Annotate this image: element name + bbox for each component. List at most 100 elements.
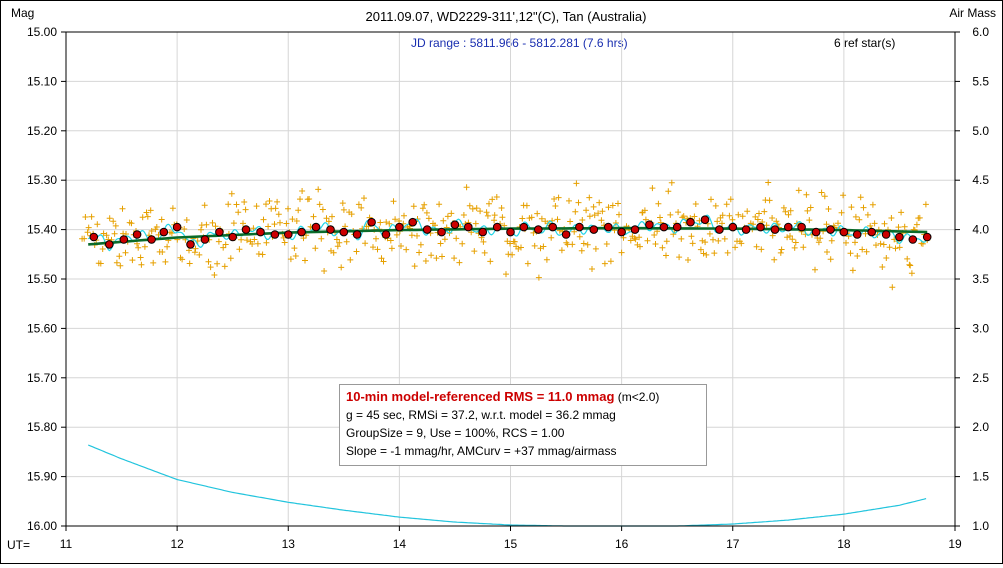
scatter-point: [795, 187, 802, 194]
scatter-point: [422, 258, 429, 264]
rms-title: 10-min model-referenced RMS = 11.0 mmag: [346, 389, 615, 404]
scatter-point: [421, 201, 428, 208]
scatter-point: [852, 213, 859, 220]
scatter-point: [291, 245, 298, 252]
scatter-point: [181, 226, 188, 232]
group-mean-point: [715, 225, 724, 234]
scatter-point: [293, 218, 300, 224]
chart-title: 2011.09.07, WD2229-311',12"(C), Tan (Aus…: [366, 9, 647, 24]
scatter-point: [724, 249, 731, 256]
scatter-point: [800, 244, 807, 251]
x-ticks: 11 12 13 14 15 16 17 18 19: [60, 526, 962, 551]
scatter-point: [702, 239, 709, 246]
jd-range: JD range : 5811.966 - 5812.281 (7.6 hrs): [411, 36, 628, 50]
scatter-point: [849, 267, 856, 274]
scatter-point: [168, 230, 175, 237]
scatter-point: [318, 235, 325, 242]
scatter-point: [652, 241, 659, 247]
scatter-point: [627, 237, 634, 244]
group-mean-point: [617, 227, 626, 237]
scatter-point: [769, 232, 776, 239]
group-mean-point: [922, 232, 932, 242]
scatter-point: [605, 204, 612, 211]
scatter-point: [719, 212, 726, 219]
scatter-point: [88, 213, 95, 220]
scatter-point: [548, 234, 555, 241]
scatter-point: [139, 214, 146, 221]
left-tick-label: 15.00: [27, 25, 57, 39]
group-mean-point: [159, 227, 169, 237]
scatter-point: [692, 201, 699, 207]
scatter-point: [353, 248, 360, 255]
left-tick-label: 15.50: [27, 272, 57, 286]
scatter-point: [339, 200, 346, 207]
scatter-point: [769, 215, 776, 221]
group-mean-point: [756, 222, 765, 232]
scatter-point: [603, 241, 610, 247]
group-mean-point: [784, 222, 793, 232]
scatter-point: [821, 193, 828, 200]
rms-line: 10-min model-referenced RMS = 11.0 mmag …: [346, 389, 659, 404]
scatter-point: [739, 213, 746, 220]
group-mean-point: [270, 230, 280, 239]
scatter-point: [272, 205, 279, 212]
scatter-point: [524, 260, 531, 267]
scatter-point: [228, 190, 235, 197]
scatter-point: [511, 238, 518, 245]
scatter-point: [425, 215, 432, 222]
scatter-point: [591, 212, 598, 219]
scatter-point: [807, 204, 814, 211]
scatter-point: [297, 196, 303, 203]
scatter-point: [505, 251, 512, 258]
scatter-point: [285, 205, 291, 212]
scatter-point: [773, 218, 780, 225]
group-mean-point: [741, 225, 751, 234]
group-mean-point: [534, 225, 543, 234]
scatter-point: [908, 270, 915, 277]
scatter-point: [113, 259, 120, 266]
scatter-point: [922, 201, 929, 208]
scatter-point: [473, 205, 480, 212]
scatter-point: [787, 233, 793, 239]
group-mean-point: [604, 222, 613, 232]
scatter-point: [907, 262, 914, 269]
scatter-point: [824, 249, 830, 255]
scatter-point: [179, 256, 186, 263]
scatter-point: [143, 209, 150, 216]
scatter-point: [230, 220, 237, 227]
scatter-point: [823, 221, 830, 228]
group-mean-point: [228, 232, 237, 242]
scatter-point: [782, 208, 789, 215]
scatter-point: [469, 205, 476, 212]
scatter-point: [275, 211, 282, 218]
scatter-point: [877, 240, 884, 247]
scatter-point: [419, 205, 426, 212]
scatter-point: [873, 242, 879, 249]
left-y-ticks: 15.00 15.10 15.20 15.30 15.40 15.50 15.60 15.70…: [27, 25, 66, 533]
scatter-point: [401, 212, 407, 219]
scatter-point: [433, 255, 440, 262]
air-mass-series: [87, 444, 927, 527]
scatter-point: [530, 229, 537, 236]
scatter-point: [540, 243, 547, 250]
scatter-point: [904, 255, 911, 262]
scatter-point: [321, 268, 328, 274]
group-size-line: GroupSize = 9, Use = 100%, RCS = 1.00: [346, 426, 565, 440]
group-mean-point: [437, 227, 446, 237]
scatter-point: [753, 243, 760, 250]
right-tick-label: 5.5: [972, 74, 989, 88]
right-tick-label: 6.0: [972, 25, 989, 39]
scatter-point: [649, 185, 656, 192]
scatter-point: [569, 241, 576, 248]
group-means-series: [89, 215, 932, 249]
scatter-point: [791, 244, 798, 251]
scatter-point: [323, 215, 330, 222]
scatter-point: [596, 199, 603, 206]
left-tick-label: 16.00: [27, 519, 57, 533]
scatter-point: [287, 256, 294, 263]
scatter-point: [714, 218, 721, 225]
scatter-point: [780, 204, 787, 211]
scatter-point: [292, 253, 299, 259]
scatter-point: [414, 232, 420, 239]
scatter-point: [712, 202, 719, 209]
